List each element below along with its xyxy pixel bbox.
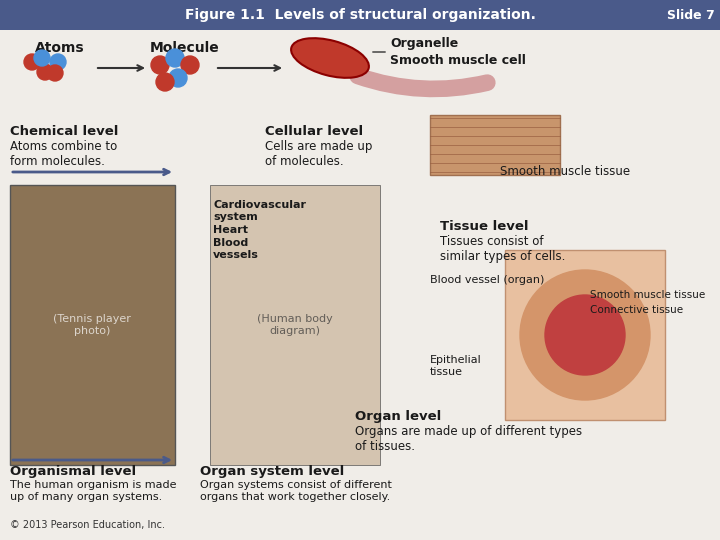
Circle shape [47,65,63,81]
Text: Heart: Heart [213,225,248,235]
Text: Organ level: Organ level [355,410,441,423]
Text: Organs are made up of different types
of tissues.: Organs are made up of different types of… [355,425,582,453]
Text: © 2013 Pearson Education, Inc.: © 2013 Pearson Education, Inc. [10,520,165,530]
Text: Tissue level: Tissue level [440,220,528,233]
FancyBboxPatch shape [505,250,665,420]
Text: (Human body
diagram): (Human body diagram) [257,314,333,336]
Circle shape [34,50,50,66]
Text: Smooth muscle tissue: Smooth muscle tissue [500,165,630,178]
FancyBboxPatch shape [430,115,560,175]
Text: Smooth muscle tissue: Smooth muscle tissue [590,290,706,300]
Circle shape [37,64,53,80]
Text: Blood
vessels: Blood vessels [213,238,259,260]
Text: Atoms: Atoms [35,41,85,55]
Circle shape [169,69,187,87]
Circle shape [166,49,184,67]
Circle shape [520,270,650,400]
FancyBboxPatch shape [10,185,175,465]
Text: Organismal level: Organismal level [10,465,136,478]
Text: Atoms combine to
form molecules.: Atoms combine to form molecules. [10,140,117,168]
FancyBboxPatch shape [210,185,380,465]
Text: Slide 7: Slide 7 [667,9,715,22]
Circle shape [156,73,174,91]
Text: Organelle: Organelle [390,37,458,51]
Text: Cells are made up
of molecules.: Cells are made up of molecules. [265,140,372,168]
Text: Molecule: Molecule [150,41,220,55]
Ellipse shape [291,38,369,78]
FancyArrowPatch shape [358,76,487,89]
Text: Connective tissue: Connective tissue [590,305,683,315]
Circle shape [50,54,66,70]
Circle shape [545,295,625,375]
Text: Organ system level: Organ system level [200,465,344,478]
Text: Chemical level: Chemical level [10,125,118,138]
Text: Cardiovascular
system: Cardiovascular system [213,200,306,221]
Text: (Tennis player
photo): (Tennis player photo) [53,314,131,336]
Text: Organ systems consist of different
organs that work together closely.: Organ systems consist of different organ… [200,480,392,502]
Text: Figure 1.1  Levels of structural organization.: Figure 1.1 Levels of structural organiza… [184,9,536,23]
Text: The human organism is made
up of many organ systems.: The human organism is made up of many or… [10,480,176,502]
Circle shape [151,56,169,74]
Circle shape [181,56,199,74]
Text: Cellular level: Cellular level [265,125,363,138]
Text: Epithelial
tissue: Epithelial tissue [430,355,482,376]
Text: Blood vessel (organ): Blood vessel (organ) [430,275,544,285]
Text: Tissues consist of
similar types of cells.: Tissues consist of similar types of cell… [440,235,565,263]
Text: Smooth muscle cell: Smooth muscle cell [390,53,526,66]
FancyBboxPatch shape [0,0,720,30]
FancyBboxPatch shape [0,30,720,540]
Circle shape [24,54,40,70]
